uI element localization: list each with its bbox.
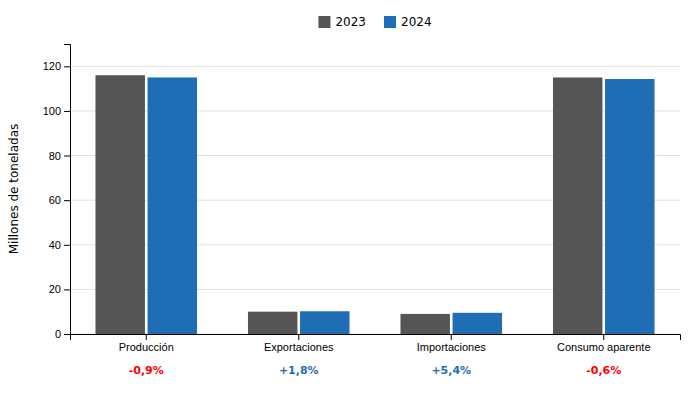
axis-line: [71, 335, 681, 341]
tick-mark: [603, 334, 604, 340]
legend-item: 2024: [384, 15, 432, 29]
bar: [553, 77, 602, 334]
tick: Consumo aparente: [557, 334, 651, 353]
annotation: -0,9%: [129, 364, 164, 377]
y-axis: 0 20 40 60 80 100 120: [43, 45, 71, 341]
annotation: +5,4%: [431, 364, 471, 377]
tick: 40: [49, 239, 70, 251]
tick-mark: [64, 245, 70, 246]
bar: [300, 311, 349, 334]
axis-title: Millones de toneladas: [7, 124, 21, 255]
tick-label: 40: [49, 239, 61, 251]
tick: 80: [49, 150, 70, 162]
bar: [248, 312, 297, 334]
tick: Importaciones: [417, 334, 487, 353]
grid: [70, 66, 680, 334]
tick-label: Importaciones: [417, 341, 487, 353]
tick-label: 20: [49, 283, 61, 295]
tick-label: 100: [43, 105, 61, 117]
bar: [453, 313, 502, 334]
tick-label: Consumo aparente: [557, 341, 651, 353]
annotation: +1,8%: [279, 364, 319, 377]
tick: 20: [49, 283, 70, 295]
tick: 100: [43, 105, 70, 117]
tick-label: 80: [49, 150, 61, 162]
tick: Producción: [119, 334, 174, 353]
bar: [400, 314, 449, 334]
legend: 2023 2024: [318, 15, 431, 29]
series: [95, 75, 602, 334]
axis-line: [64, 45, 71, 335]
tick-label: Exportaciones: [264, 341, 334, 353]
tick-label: 0: [55, 328, 61, 340]
tick-label: Producción: [119, 341, 174, 353]
chart: 0 20 40 60 80 100 120 Producción Exportaciones Im…: [0, 0, 700, 400]
tick-mark: [64, 156, 70, 157]
tick-mark: [451, 334, 452, 340]
tick-label: 60: [49, 194, 61, 206]
series: [148, 77, 655, 334]
legend-swatch: [384, 16, 396, 28]
tick-label: 120: [43, 60, 61, 72]
x-axis: Producción Exportaciones Importaciones Cons…: [71, 334, 681, 353]
bars: [95, 75, 654, 334]
tick: 0: [55, 328, 70, 340]
bar: [95, 75, 144, 334]
legend-swatch: [318, 16, 330, 28]
tick-mark: [64, 334, 70, 335]
annotations: -0,9% +1,8% +5,4% -0,6%: [129, 364, 622, 377]
tick: 60: [49, 194, 70, 206]
grid-line: [70, 66, 680, 67]
legend-item: 2023: [318, 15, 366, 29]
legend-label: 2024: [401, 15, 432, 29]
legend-label: 2023: [335, 15, 366, 29]
bar: [605, 79, 654, 334]
tick-mark: [64, 66, 70, 67]
tick: 120: [43, 60, 70, 72]
plot: 0 20 40 60 80 100 120 Producción Exportaciones Im…: [43, 45, 681, 378]
annotation: -0,6%: [586, 364, 621, 377]
tick-mark: [64, 111, 70, 112]
tick-mark: [64, 289, 70, 290]
tick-mark: [146, 334, 147, 340]
tick: Exportaciones: [264, 334, 334, 353]
tick-mark: [298, 334, 299, 340]
bar: [148, 77, 197, 334]
tick-mark: [64, 200, 70, 201]
